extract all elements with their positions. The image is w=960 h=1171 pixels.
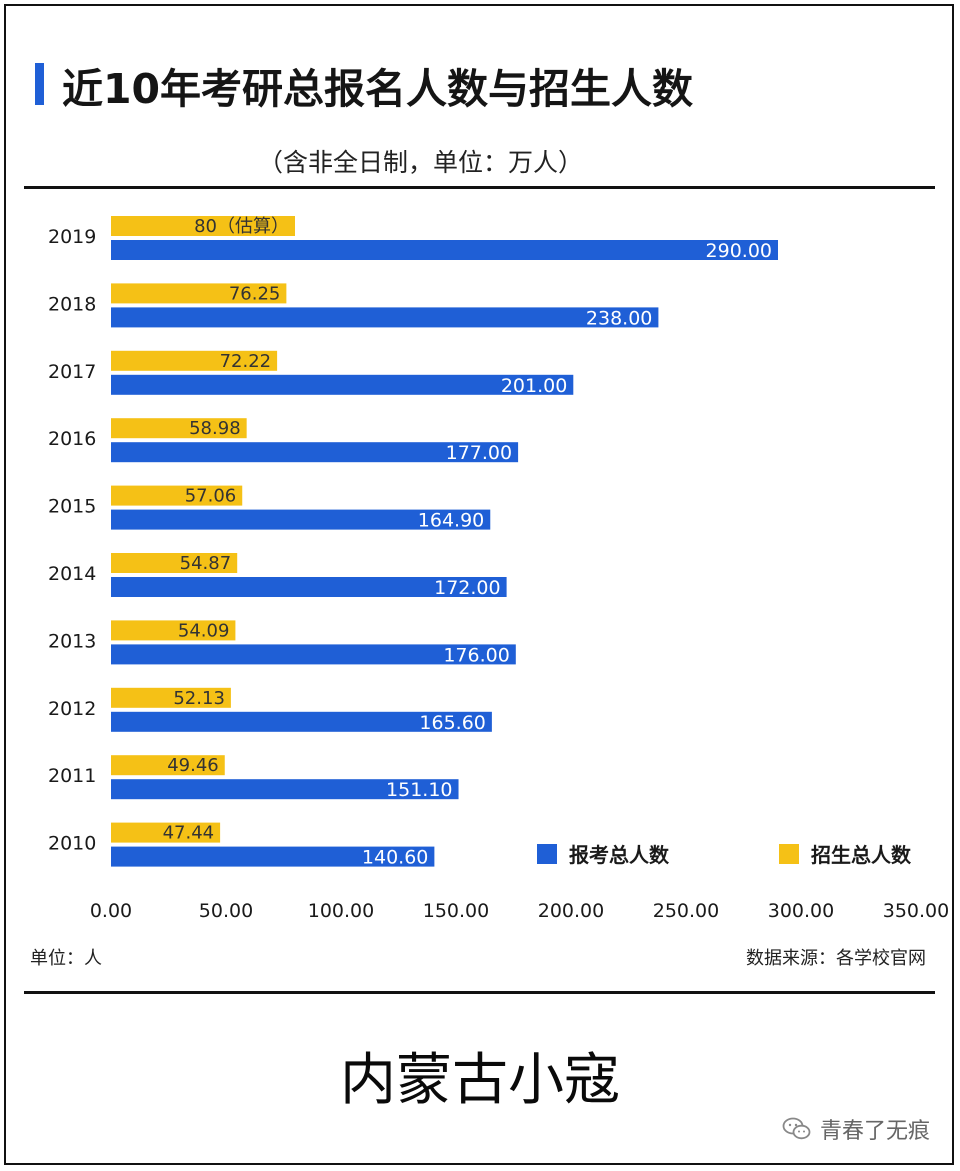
bar-applicants — [111, 442, 519, 463]
x-tick-label: 100.00 — [308, 900, 374, 922]
bar-enrolled — [111, 485, 243, 506]
bar-enrolled — [111, 350, 278, 371]
bar-applicants — [111, 509, 491, 530]
y-tick-label: 2018 — [48, 293, 96, 315]
bar-enrolled — [111, 553, 238, 573]
wechat-icon — [782, 1116, 812, 1142]
bar-applicants — [111, 240, 778, 260]
data-label-enrolled: 52.13 — [173, 688, 225, 709]
bar-enrolled — [111, 755, 225, 776]
data-label-applicants: 140.60 — [362, 847, 428, 869]
bar-applicants — [111, 779, 459, 800]
data-label-applicants: 238.00 — [586, 307, 652, 329]
data-label-enrolled: 47.44 — [163, 823, 215, 844]
x-tick-label: 200.00 — [538, 900, 604, 922]
x-tick-label: 300.00 — [768, 900, 834, 922]
data-label-applicants: 290.00 — [706, 240, 772, 262]
legend-swatch — [537, 844, 557, 864]
source-note: 数据来源：各学校官网 — [746, 948, 926, 969]
data-label-applicants: 172.00 — [434, 577, 500, 599]
data-label-enrolled: 80（估算） — [194, 216, 289, 237]
data-label-applicants: 165.60 — [419, 712, 485, 734]
unit-note: 单位：人 — [30, 948, 102, 969]
bar-enrolled — [111, 418, 247, 439]
bar-enrolled — [111, 216, 295, 236]
chart-subtitle: （含非全日制，单位：万人） — [258, 148, 584, 177]
y-tick-label: 2015 — [48, 496, 96, 518]
data-label-enrolled: 76.25 — [229, 283, 281, 304]
data-label-applicants: 201.00 — [501, 375, 567, 397]
legend-label: 招生总人数 — [811, 843, 912, 867]
legend-swatch — [779, 844, 799, 864]
watermark-text: 内蒙古小寇 — [340, 1048, 620, 1113]
y-tick-label: 2016 — [48, 428, 96, 450]
data-label-applicants: 176.00 — [443, 644, 509, 666]
x-tick-label: 250.00 — [653, 900, 719, 922]
x-tick-label: 350.00 — [883, 900, 949, 922]
data-label-enrolled: 57.06 — [185, 486, 237, 507]
bar-applicants — [111, 644, 516, 665]
bottom-divider — [24, 991, 935, 994]
data-label-applicants: 164.90 — [418, 510, 484, 532]
title-accent-bar — [35, 63, 44, 105]
x-tick-label: 0.00 — [90, 900, 132, 922]
y-tick-label: 2010 — [48, 833, 96, 855]
y-tick-label: 2011 — [48, 765, 96, 787]
data-label-enrolled: 72.22 — [220, 351, 272, 372]
bar-enrolled — [111, 822, 221, 843]
bar-enrolled — [111, 620, 236, 641]
y-tick-label: 2019 — [48, 226, 96, 248]
bar-applicants — [111, 711, 492, 732]
data-label-enrolled: 58.98 — [189, 418, 241, 439]
y-tick-label: 2013 — [48, 630, 96, 652]
data-label-applicants: 151.10 — [386, 779, 452, 801]
x-tick-label: 50.00 — [199, 900, 253, 922]
y-tick-label: 2014 — [48, 563, 96, 585]
data-label-enrolled: 54.87 — [180, 553, 232, 574]
x-tick-label: 150.00 — [423, 900, 489, 922]
bar-applicants — [111, 846, 435, 867]
bar-applicants — [111, 577, 507, 597]
data-label-enrolled: 54.09 — [178, 620, 230, 641]
bar-applicants — [111, 374, 574, 395]
y-tick-label: 2012 — [48, 698, 96, 720]
y-tick-label: 2017 — [48, 361, 96, 383]
legend-label: 报考总人数 — [569, 843, 670, 867]
top-divider — [24, 186, 935, 189]
chart-title: 近10年考研总报名人数与招生人数 — [62, 65, 694, 113]
bar-applicants — [111, 307, 659, 328]
bar-chart: 2019 80（估算） 290.00 2018 76.25 238.00 2017 72.22… — [48, 216, 949, 922]
account-name: 青春了无痕 — [819, 1119, 930, 1144]
data-label-enrolled: 49.46 — [167, 755, 219, 776]
data-label-applicants: 177.00 — [446, 442, 512, 464]
bar-enrolled — [111, 283, 287, 304]
page-frame — [4, 4, 954, 1165]
bar-enrolled — [111, 687, 231, 708]
account-badge: 青春了无痕 — [782, 1113, 930, 1145]
